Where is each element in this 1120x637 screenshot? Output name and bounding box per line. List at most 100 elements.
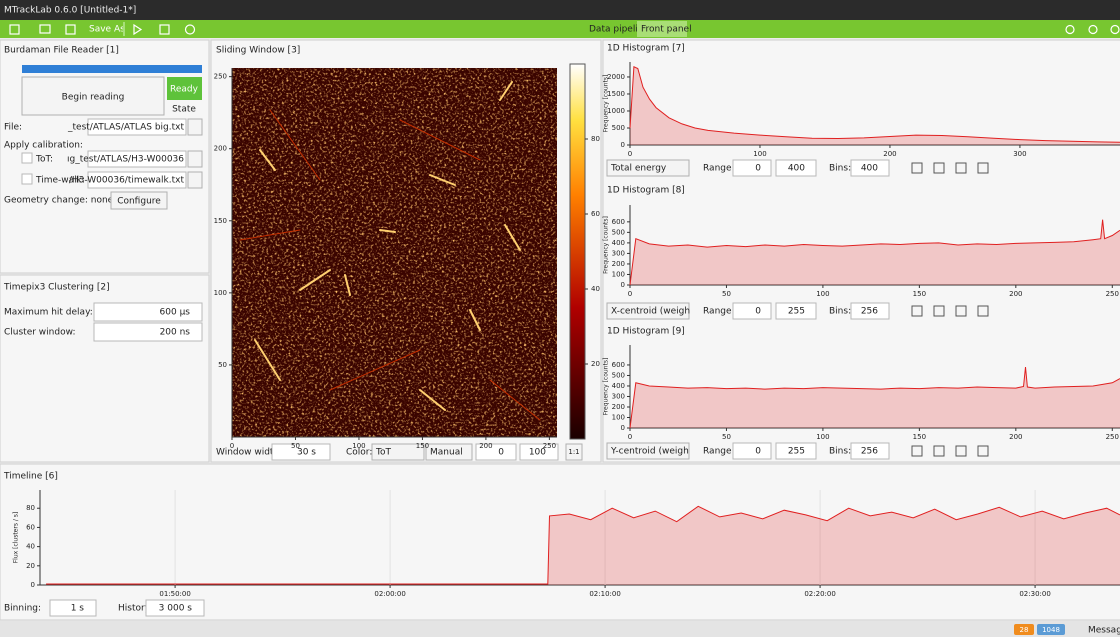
spin-box[interactable]: [733, 160, 771, 176]
status-bar: [0, 621, 1120, 637]
warning-count[interactable]: 28: [1020, 626, 1029, 634]
button-label[interactable]: Configure: [117, 197, 161, 207]
field-value[interactable]: 256: [861, 307, 878, 317]
y-axis-label: Flux [clusters / s]: [13, 512, 20, 564]
field-value[interactable]: 1 s: [71, 604, 85, 614]
y-tick-label: 200: [214, 145, 227, 153]
field-value[interactable]: Total energy: [610, 164, 667, 174]
y-tick-label: 0: [621, 281, 625, 289]
field-value[interactable]: 0: [755, 447, 761, 457]
field-value[interactable]: ıg_test/ATLAS/H3-W00036: [67, 155, 184, 165]
separator: [123, 22, 125, 36]
field-label: Range:: [703, 164, 735, 174]
y-tick-label: 2000: [607, 73, 625, 81]
field-value[interactable]: X-centroid (weigh: [611, 307, 690, 317]
field-value[interactable]: /H3-W00036/timewalk.txt: [69, 176, 185, 186]
panel-title: Timepix3 Clustering [2]: [3, 283, 110, 293]
field-value[interactable]: 400: [861, 164, 878, 174]
x-tick-label: 200: [1009, 290, 1022, 298]
spin-box[interactable]: [733, 303, 771, 319]
y-tick-label: 600: [612, 218, 625, 226]
y-tick-label: 500: [612, 124, 625, 132]
x-tick-label: 01:50:00: [159, 590, 190, 598]
y-tick-label: 80: [26, 504, 35, 512]
x-tick-label: 02:30:00: [1019, 590, 1050, 598]
field-label: File:: [4, 123, 22, 133]
field-label: Binning:: [4, 604, 41, 614]
y-tick-label: 500: [612, 371, 625, 379]
x-tick-label: 0: [230, 442, 234, 450]
field-value[interactable]: 400: [788, 164, 805, 174]
x-tick-label: 100: [816, 433, 829, 441]
field-value[interactable]: 255: [788, 307, 805, 317]
x-tick-label: 50: [722, 290, 731, 298]
x-tick-label: 150: [913, 433, 926, 441]
y-tick-label: 1500: [607, 90, 625, 98]
field-value[interactable]: 600 µs: [160, 308, 191, 318]
y-tick-label: 1000: [607, 107, 625, 115]
field-label: Apply calibration:: [4, 141, 83, 151]
colorbar-tick-label: 60: [591, 210, 600, 218]
button-label[interactable]: 1:1: [568, 448, 579, 456]
x-tick-label: 0: [628, 150, 632, 158]
status-label: State: [172, 105, 196, 115]
tab[interactable]: Front panel: [641, 25, 692, 35]
colorbar-tick-label: 40: [591, 285, 600, 293]
y-tick-label: 300: [612, 249, 625, 257]
panel-title: 1D Histogram [8]: [607, 186, 685, 196]
y-tick-label: 200: [612, 403, 625, 411]
toolbar: [0, 20, 1120, 38]
field-label: Cluster window:: [4, 328, 76, 338]
y-tick-label: 0: [621, 424, 625, 432]
field-value[interactable]: 0: [755, 307, 761, 317]
field-label: Bins:: [829, 164, 851, 174]
x-tick-label: 150: [416, 442, 429, 450]
colorbar: [570, 64, 585, 439]
panel-title: Sliding Window [3]: [216, 46, 300, 56]
checkbox[interactable]: [22, 174, 32, 184]
status-text: Ready: [170, 85, 199, 95]
heatmap-texture: [232, 68, 557, 437]
field-label: Bins:: [829, 447, 851, 457]
field-value[interactable]: Manual: [430, 448, 463, 458]
field-value[interactable]: 0: [498, 448, 504, 458]
message-count[interactable]: 1048: [1042, 626, 1060, 634]
y-tick-label: 600: [612, 361, 625, 369]
field-value[interactable]: 256: [861, 447, 878, 457]
field-label: Range:: [703, 307, 735, 317]
field-value[interactable]: 3 000 s: [159, 604, 193, 614]
field-value[interactable]: _test/ATLAS/ATLAS big.txt: [67, 123, 184, 133]
x-tick-label: 200: [883, 150, 896, 158]
y-tick-label: 200: [612, 260, 625, 268]
field-value[interactable]: 0: [755, 164, 761, 174]
field-value[interactable]: Y-centroid (weigh: [610, 447, 689, 457]
field-value[interactable]: ToT: [375, 448, 391, 458]
y-tick-label: 100: [214, 289, 227, 297]
checkbox[interactable]: [22, 153, 32, 163]
field-label: Maximum hit delay:: [4, 308, 93, 318]
browse-button[interactable]: [188, 151, 202, 167]
y-tick-label: 50: [218, 361, 227, 369]
x-tick-label: 150: [913, 290, 926, 298]
app-window: MTrackLab 0.6.0 [Untitled-1*] Save As Da…: [0, 0, 1120, 637]
field-value[interactable]: 255: [788, 447, 805, 457]
button-label[interactable]: Begin reading: [62, 93, 125, 103]
field-value[interactable]: 200 ns: [160, 328, 191, 338]
y-tick-label: 150: [214, 217, 227, 225]
browse-button[interactable]: [188, 119, 202, 135]
spin-box[interactable]: [733, 443, 771, 459]
title-bar: [0, 0, 1120, 20]
message-toggle[interactable]: Message: [1088, 626, 1120, 636]
panel-title: Timeline [6]: [3, 472, 58, 482]
field-label: Range:: [703, 447, 735, 457]
window-title: MTrackLab 0.6.0 [Untitled-1*]: [4, 6, 136, 16]
browse-button[interactable]: [188, 172, 202, 188]
y-tick-label: 0: [621, 141, 625, 149]
y-tick-label: 100: [612, 413, 625, 421]
y-tick-label: 400: [612, 382, 625, 390]
save-as-button[interactable]: Save As: [89, 25, 125, 35]
panel-title: 1D Histogram [9]: [607, 327, 685, 337]
y-tick-label: 0: [31, 581, 35, 589]
x-tick-label: 100: [352, 442, 365, 450]
x-tick-label: 300: [1013, 150, 1026, 158]
